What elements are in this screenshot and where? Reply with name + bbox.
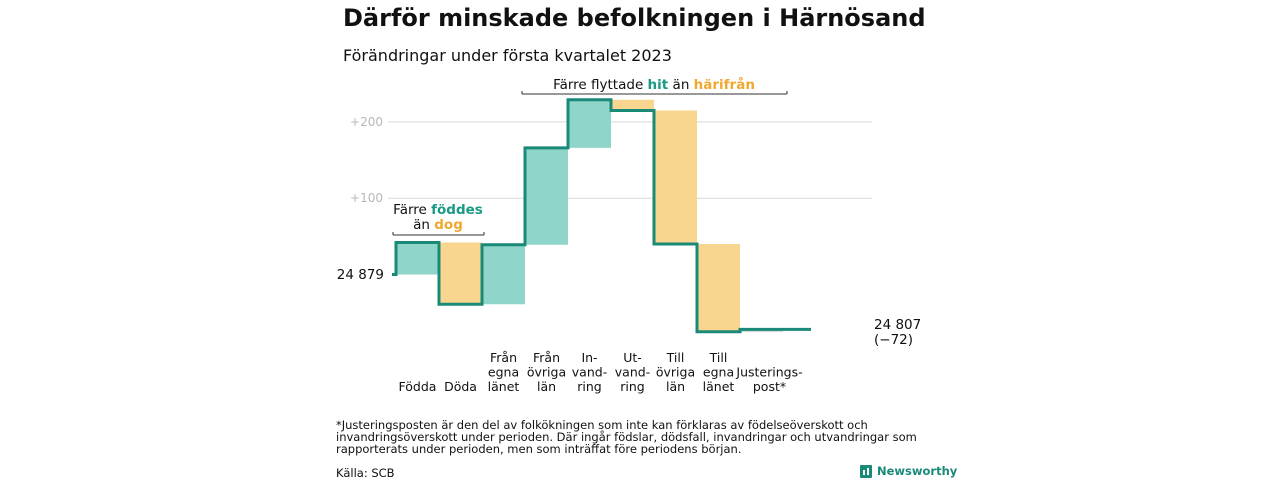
newsworthy-logo-icon <box>860 464 872 478</box>
category-label: Födda <box>399 379 437 394</box>
y-tick-labels: +100 +200 <box>350 115 383 205</box>
gridlines <box>388 121 872 199</box>
category-label: Till övriga län <box>656 350 695 394</box>
bar-döda <box>439 242 482 305</box>
bar-utvandring <box>611 99 654 111</box>
category-label: Döda <box>444 379 477 394</box>
bar-invandring <box>568 99 611 148</box>
annotation-birth-death-line1: Färre föddes <box>393 202 483 218</box>
waterfall-bars <box>396 99 783 332</box>
brand-name: Newsworthy <box>877 464 958 478</box>
start-value-label: 24 879 <box>337 267 384 283</box>
cumulative-step-line <box>392 98 811 334</box>
bar-från-egna-länet <box>482 244 525 305</box>
annotation-highlight-dog: dog <box>434 217 463 233</box>
end-change-label: (−72) <box>874 332 913 348</box>
footnote: *Justeringsposten är den del av folkökni… <box>336 418 917 456</box>
annotation-migration-text: Färre flyttade hit än härifrån <box>553 76 755 93</box>
annotation-highlight-fodde: föddes <box>431 202 483 218</box>
brand-logo: Newsworthy <box>860 464 957 478</box>
annotation-migration: Färre flyttade hit än härifrån <box>521 76 788 95</box>
chart-title: Därför minskade befolkningen i Härnösand <box>343 4 926 32</box>
category-label: Ut-vand-ring <box>615 350 650 394</box>
bar-från-övriga-län <box>525 147 568 245</box>
bar-till-egna-länet <box>697 243 740 332</box>
category-label: Justerings-post* <box>735 365 802 395</box>
annotation-birth-death: Färre föddes än dog <box>392 202 485 236</box>
y-tick-label: +100 <box>350 191 383 205</box>
category-label: Från egna länet <box>488 350 520 394</box>
bar-till-övriga-län <box>654 110 697 244</box>
category-label: Från övriga län <box>527 350 566 394</box>
bar-födda <box>396 242 439 275</box>
end-value-label: 24 807 <box>874 317 921 333</box>
annotation-highlight-hit: hit <box>648 77 669 93</box>
category-label: Till egna länet <box>703 350 735 394</box>
chart-subtitle: Förändringar under första kvartalet 2023 <box>343 46 672 65</box>
annotation-highlight-harifran: härifrån <box>694 76 755 93</box>
category-label: In-vand-ring <box>572 350 607 394</box>
y-tick-label: +200 <box>350 115 383 129</box>
annotation-birth-death-line2: än dog <box>413 217 463 233</box>
source-note: Källa: SCB <box>336 466 395 480</box>
cumulative-line <box>392 98 811 334</box>
